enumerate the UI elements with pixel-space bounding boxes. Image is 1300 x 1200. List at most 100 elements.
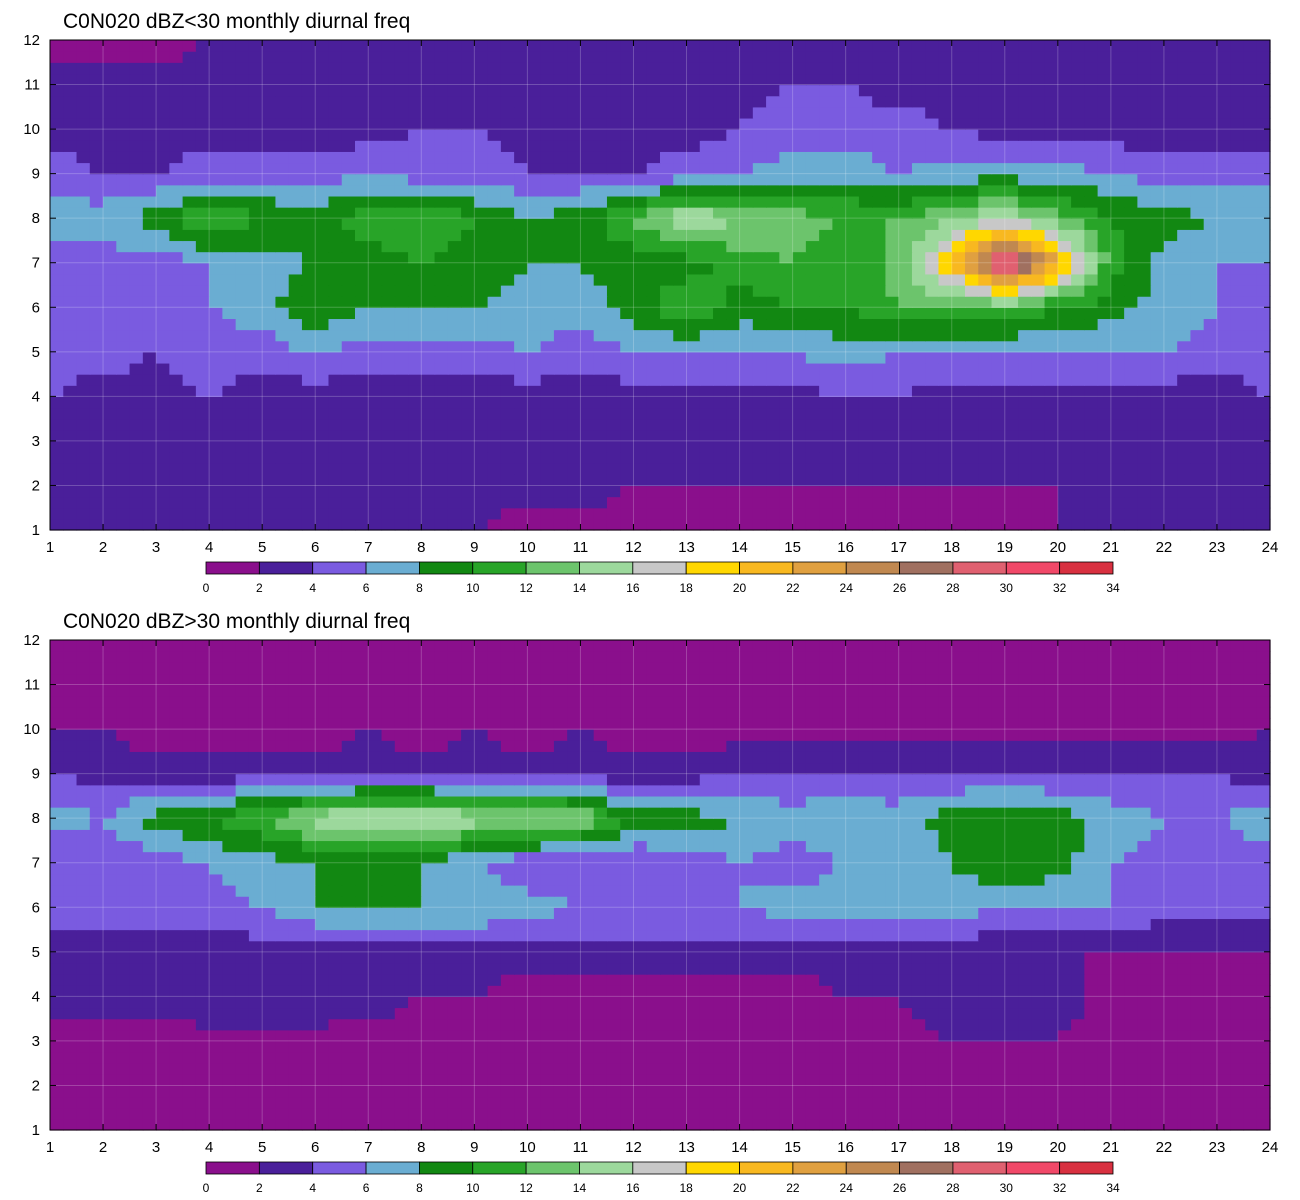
contour-cell [182,62,197,75]
contour-cell [103,362,117,375]
contour-cell [1004,1118,1019,1131]
contour-cell [858,129,873,141]
contour-cell [50,474,64,487]
contour-cell [288,1074,303,1087]
contour-cell [381,296,396,308]
contour-cell [991,84,1006,97]
contour-cell [209,474,223,487]
contour-cell [209,262,223,275]
contour-cell [686,1085,701,1098]
contour-cell [1031,285,1046,297]
contour-cell [142,251,157,264]
contour-cell [540,396,555,409]
contour-cell [911,84,926,97]
contour-cell [1044,362,1059,375]
contour-cell [447,1063,462,1075]
contour-cell [819,117,833,130]
contour-cell [580,273,595,286]
contour-cell [394,117,409,130]
contour-cell [394,1063,409,1075]
contour-cell [355,184,369,197]
contour-cell [434,84,449,97]
contour-cell [209,340,223,353]
contour-cell [328,106,343,119]
contour-cell [315,452,330,464]
contour-cell [911,351,926,364]
contour-cell [195,262,210,275]
contour-cell [381,340,396,353]
contour-cell [89,1074,104,1087]
contour-cell [1124,273,1138,286]
contour-cell [766,463,780,475]
contour-cell [1216,307,1231,320]
contour-cell [991,140,1006,152]
contour-cell [1177,396,1192,409]
contour-cell [885,173,900,186]
contour-cell [553,351,568,364]
contour-cell [301,1074,316,1087]
contour-cell [1243,463,1258,475]
contour-cell [951,229,966,242]
contour-cell [142,296,157,308]
contour-cell [819,285,833,297]
contour-cell [752,463,767,475]
contour-cell [288,240,303,253]
contour-cell [633,496,648,509]
contour-cell [262,273,277,286]
contour-cell [142,1029,157,1042]
contour-cell [1216,1040,1231,1053]
contour-cell [1137,463,1152,475]
contour-cell [408,452,422,464]
contour-cell [63,507,78,520]
contour-cell [447,285,462,297]
contour-cell [845,418,860,431]
contour-cell [142,452,157,464]
contour-cell [620,140,635,152]
contour-cell [1203,418,1218,431]
y-tick-label: 9 [32,166,40,183]
contour-cell [978,106,993,119]
contour-cell [1057,262,1072,275]
contour-cell [1044,240,1059,253]
contour-cell [832,262,847,275]
contour-cell [965,485,979,498]
contour-cell [1230,429,1245,442]
contour-cell [978,129,993,141]
contour-cell [805,362,820,375]
contour-cell [315,307,330,320]
contour-cell [580,62,595,75]
contour-cell [567,40,582,52]
contour-cell [673,273,688,286]
contour-cell [805,440,820,453]
contour-cell [1057,51,1072,63]
contour-cell [487,117,502,130]
contour-cell [580,251,595,264]
contour-cell [872,1085,887,1098]
contour-cell [978,351,993,364]
contour-cell [1097,285,1112,297]
contour-cell [606,117,621,130]
contour-cell [1057,240,1072,253]
contour-cell [1071,117,1085,130]
contour-cell [381,1074,396,1087]
contour-cell [50,374,64,386]
contour-cell [1190,184,1205,197]
contour-cell [1190,95,1205,108]
contour-cell [209,374,223,386]
contour-cell [1163,73,1178,86]
contour-cell [1203,151,1218,164]
x-tick-label: 8 [417,539,425,556]
contour-cell [527,51,542,63]
contour-cell [593,73,608,86]
contour-cell [1190,496,1205,509]
contour-cell [938,374,953,386]
contour-cell [726,285,741,297]
contour-cell [593,418,608,431]
contour-cell [116,229,131,242]
contour-cell [593,1118,608,1131]
contour-cell [620,351,635,364]
contour-cell [1203,351,1218,364]
contour-cell [938,273,953,286]
contour-cell [580,51,595,63]
contour-cell [805,173,820,186]
